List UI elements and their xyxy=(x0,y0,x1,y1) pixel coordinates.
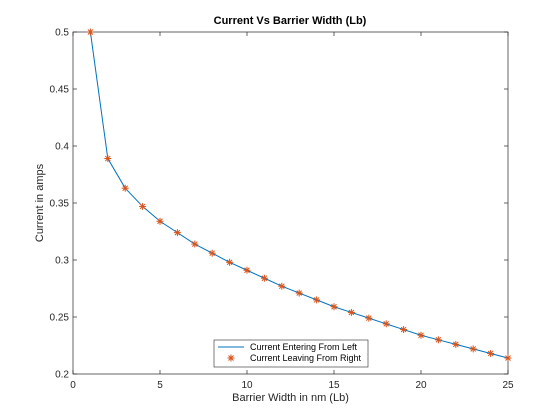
data-point-leaving xyxy=(278,282,286,290)
x-axis: 0 5 10 15 20 25 xyxy=(70,32,514,391)
data-point-leaving xyxy=(260,274,268,282)
data-point-leaving xyxy=(365,314,373,322)
data-point-leaving xyxy=(347,308,355,316)
data-point-leaving xyxy=(313,296,321,304)
y-tick-label: 0.5 xyxy=(55,28,69,39)
data-point-leaving xyxy=(417,331,425,339)
data-point-leaving xyxy=(382,320,390,328)
y-tick-label: 0.45 xyxy=(50,85,70,96)
legend-box xyxy=(213,339,369,368)
data-point-leaving xyxy=(452,340,460,348)
data-point-leaving xyxy=(295,289,303,297)
legend-label-leaving: Current Leaving From Right xyxy=(250,353,362,363)
data-point-leaving xyxy=(121,184,129,192)
x-axis-label: Barrier Width in nm (Lb) xyxy=(232,392,349,404)
series-layer xyxy=(86,28,512,362)
axes-box xyxy=(72,31,509,375)
y-tick-label: 0.25 xyxy=(50,313,70,324)
data-point-leaving xyxy=(400,326,408,334)
legend-asterisk-icon xyxy=(227,354,235,362)
plot-area xyxy=(72,31,509,375)
x-tick-label: 5 xyxy=(157,380,163,391)
y-tick-label: 0.3 xyxy=(55,256,69,267)
y-tick-label: 0.4 xyxy=(55,142,69,153)
x-tick-label: 10 xyxy=(241,380,253,391)
data-point-leaving xyxy=(226,258,234,266)
data-point-leaving xyxy=(330,303,338,311)
data-point-leaving xyxy=(208,249,216,257)
legend-swatch-marker xyxy=(227,354,235,362)
y-axis-label: Current in amps xyxy=(34,163,46,242)
data-point-leaving xyxy=(487,349,495,357)
data-point-leaving xyxy=(173,229,181,237)
data-point-leaving xyxy=(434,336,442,344)
data-point-leaving xyxy=(104,155,112,163)
legend: Current Entering From Left Current Leavi… xyxy=(213,339,369,368)
x-tick-label: 15 xyxy=(328,380,340,391)
data-point-leaving xyxy=(139,202,147,210)
data-point-leaving xyxy=(504,354,512,362)
y-axis: 0.2 0.25 0.3 0.35 0.4 0.45 0.5 xyxy=(50,28,508,381)
x-tick-label: 0 xyxy=(70,380,76,391)
x-tick-label: 20 xyxy=(415,380,427,391)
legend-label-entering: Current Entering From Left xyxy=(250,342,358,352)
data-point-leaving xyxy=(191,240,199,248)
x-tick-label: 25 xyxy=(502,380,514,391)
y-tick-label: 0.2 xyxy=(55,370,69,381)
data-point-leaving xyxy=(469,345,477,353)
data-point-leaving xyxy=(243,266,251,274)
data-point-leaving xyxy=(156,217,164,225)
data-point-leaving xyxy=(86,28,94,36)
chart-title: Current Vs Barrier Width (Lb) xyxy=(214,15,367,27)
y-tick-label: 0.35 xyxy=(50,199,70,210)
